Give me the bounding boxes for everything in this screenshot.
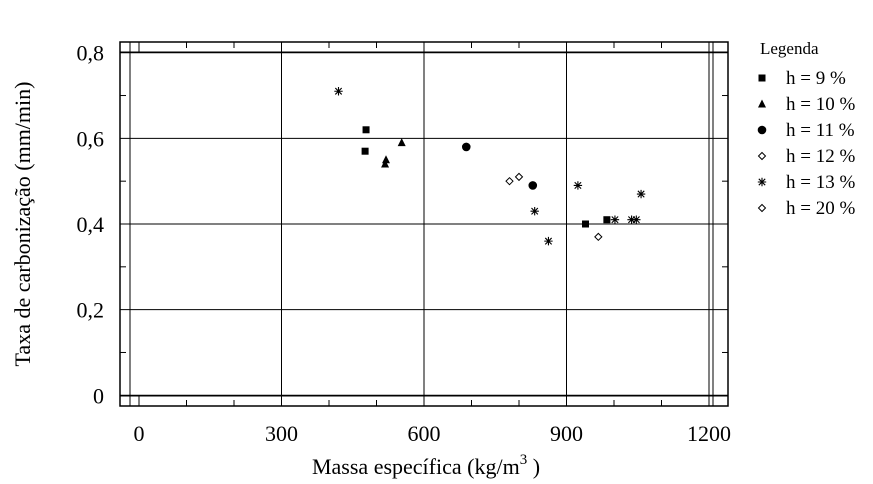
y-tick-label: 0,6 bbox=[77, 126, 105, 151]
point-series-4 bbox=[505, 176, 514, 186]
y-tick-label: 0,8 bbox=[77, 41, 105, 66]
point-series-5 bbox=[627, 215, 636, 224]
legend: h = 9 % h = 10 % h = 11 % h = 12 % h = 13 % h… bbox=[757, 68, 855, 219]
point-series-2 bbox=[382, 155, 390, 164]
legend-marker-4 bbox=[757, 151, 767, 161]
legend-marker-3 bbox=[757, 125, 767, 135]
point-series-4 bbox=[514, 172, 524, 182]
point-series-5 bbox=[636, 189, 646, 199]
legend-label-3: h = 11 % bbox=[786, 120, 855, 141]
legend-marker-2 bbox=[758, 99, 766, 108]
legend-label-2: h = 10 % bbox=[786, 94, 855, 115]
point-series-5 bbox=[530, 206, 539, 216]
legend-marker-6 bbox=[757, 203, 767, 213]
point-series-5 bbox=[334, 87, 343, 96]
point-series-5 bbox=[544, 236, 553, 246]
y-axis-title: Taxa de carbonização (mm/min) bbox=[10, 82, 35, 367]
y-tick-labels: 0 0,2 0,4 0,6 0,8 bbox=[77, 41, 105, 409]
point-series-1 bbox=[362, 126, 370, 134]
x-tick-label: 0 bbox=[134, 421, 145, 446]
grid bbox=[120, 42, 728, 406]
x-axis-title: Massa específica (kg/m3 ) bbox=[312, 452, 540, 479]
legend-label-4: h = 12 % bbox=[786, 146, 855, 167]
legend-marker-1 bbox=[758, 74, 766, 82]
y-tick-label: 0 bbox=[93, 383, 104, 408]
legend-label-1: h = 9 % bbox=[786, 68, 846, 89]
legend-marker-5 bbox=[757, 177, 767, 187]
point-series-5 bbox=[632, 215, 641, 224]
ticks bbox=[120, 42, 728, 406]
x-tick-label: 600 bbox=[408, 421, 441, 446]
x-tick-labels: 0 300 600 900 1200 bbox=[134, 421, 732, 446]
legend-title: Legenda bbox=[760, 39, 819, 58]
point-series-5 bbox=[573, 181, 583, 190]
legend-label-6: h = 20 % bbox=[786, 198, 855, 219]
x-tick-label: 1200 bbox=[687, 421, 731, 446]
point-series-1 bbox=[603, 216, 611, 224]
point-series-3 bbox=[461, 142, 471, 152]
point-series-2 bbox=[397, 138, 406, 147]
y-tick-label: 0,4 bbox=[77, 212, 105, 237]
data-points bbox=[334, 87, 646, 246]
y-tick-label: 0,2 bbox=[77, 298, 105, 323]
x-tick-label: 300 bbox=[265, 421, 298, 446]
point-series-4 bbox=[594, 232, 603, 242]
point-series-1 bbox=[582, 220, 589, 228]
point-series-3 bbox=[528, 181, 538, 190]
legend-label-5: h = 13 % bbox=[786, 172, 855, 193]
x-tick-label: 900 bbox=[550, 421, 583, 446]
point-series-2 bbox=[381, 159, 390, 168]
point-series-1 bbox=[361, 147, 369, 155]
point-series-5 bbox=[610, 215, 620, 224]
